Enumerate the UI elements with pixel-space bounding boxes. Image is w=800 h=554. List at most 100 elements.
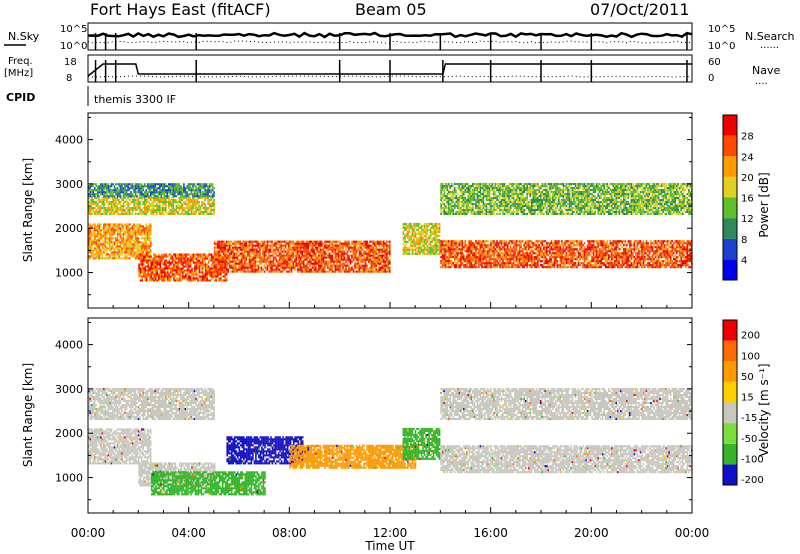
scatter-cell <box>133 207 135 210</box>
scatter-cell <box>342 246 344 249</box>
scatter-cell <box>139 212 141 215</box>
scatter-cell <box>379 268 382 271</box>
scatter-cell <box>497 244 500 247</box>
scatter-cell <box>327 262 329 265</box>
scatter-cell <box>187 187 190 190</box>
scatter-cell <box>207 255 210 258</box>
scatter-cell <box>121 210 123 213</box>
scatter-cell <box>244 268 246 271</box>
scatter-cell <box>118 189 120 192</box>
scatter-cell <box>322 246 325 249</box>
scatter-cell <box>475 252 477 255</box>
scatter-cell <box>143 201 146 204</box>
scatter-cell <box>313 260 316 263</box>
scatter-cell <box>239 266 242 269</box>
scatter-cell <box>143 199 146 202</box>
scatter-cell <box>142 187 144 190</box>
scatter-cell <box>190 183 193 186</box>
scatter-cell <box>327 266 329 269</box>
scatter-cell <box>106 201 108 204</box>
scatter-cell <box>290 258 293 261</box>
scatter-cell <box>115 205 117 208</box>
scatter-cell <box>209 257 211 260</box>
scatter-cell <box>416 252 418 255</box>
scatter-cell <box>204 277 207 280</box>
scatter-cell <box>373 252 376 255</box>
scatter-cell <box>404 228 406 231</box>
scatter-cell <box>506 248 509 251</box>
scatter-cell <box>230 252 232 255</box>
scatter-cell <box>482 244 485 247</box>
scatter-cell <box>467 254 470 257</box>
scatter-cell <box>257 246 260 249</box>
scatter-cell <box>113 237 116 240</box>
scatter-cell <box>128 249 131 252</box>
scatter-cell <box>195 208 197 211</box>
scatter-cell <box>355 244 358 247</box>
scatter-cell <box>113 199 116 202</box>
scatter-cell <box>475 262 477 265</box>
scatter-cell <box>216 275 219 278</box>
scatter-cell <box>146 229 149 232</box>
scatter-cell <box>256 250 258 253</box>
scatter-cell <box>183 183 185 186</box>
scatter-cell <box>305 254 308 257</box>
scatter-cell <box>137 191 140 194</box>
scatter-cell <box>236 252 239 255</box>
scatter-cell <box>369 244 371 247</box>
scatter-cell <box>145 193 147 196</box>
scatter-cell <box>213 258 216 261</box>
scatter-cell <box>138 275 140 278</box>
scatter-cell <box>313 254 316 257</box>
scatter-cell <box>351 240 353 243</box>
scatter-cell <box>503 266 506 269</box>
scatter-cell <box>193 205 196 208</box>
scatter-cell <box>91 235 93 238</box>
scatter-cell <box>145 189 147 192</box>
scatter-cell <box>104 229 107 232</box>
scatter-cell <box>89 243 92 246</box>
scatter-cell <box>154 269 157 272</box>
scatter-cell <box>216 256 219 259</box>
scatter-cell <box>110 191 113 194</box>
scatter-cell <box>334 246 337 249</box>
scatter-cell <box>299 244 302 247</box>
scatter-cell <box>134 212 137 215</box>
scatter-cell <box>292 256 294 259</box>
scatter-cell <box>100 251 102 254</box>
scatter-cell <box>92 227 95 230</box>
scatter-cell <box>435 250 438 253</box>
scatter-cell <box>496 240 498 243</box>
scatter-cell <box>211 185 214 188</box>
scatter-cell <box>443 260 445 263</box>
scatter-cell <box>432 248 435 251</box>
scatter-cell <box>523 252 525 255</box>
scatter-cell <box>142 275 145 278</box>
scatter-cell <box>124 225 126 228</box>
scatter-cell <box>218 240 220 243</box>
scatter-cell <box>154 185 156 188</box>
scatter-cell <box>181 195 184 198</box>
scatter-cell <box>181 187 184 190</box>
scatter-cell <box>429 250 432 253</box>
scatter-cell <box>298 264 300 267</box>
scatter-cell <box>511 254 513 257</box>
scatter-cell <box>198 195 200 198</box>
scatter-cell <box>250 264 252 267</box>
scatter-cell <box>213 250 216 253</box>
scatter-cell <box>272 260 275 263</box>
scatter-cell <box>133 185 135 188</box>
scatter-cell <box>151 265 154 268</box>
scatter-cell <box>190 208 193 211</box>
scatter-cell <box>134 203 137 206</box>
scatter-cell <box>192 275 195 278</box>
scatter-cell <box>307 270 310 273</box>
scatter-cell <box>88 235 90 238</box>
scatter-cell <box>206 273 208 276</box>
scatter-cell <box>172 201 175 204</box>
scatter-cell <box>236 262 239 265</box>
scatter-cell <box>450 256 453 259</box>
scatter-cell <box>500 248 503 251</box>
scatter-cell <box>449 242 451 245</box>
scatter-cell <box>417 246 420 249</box>
